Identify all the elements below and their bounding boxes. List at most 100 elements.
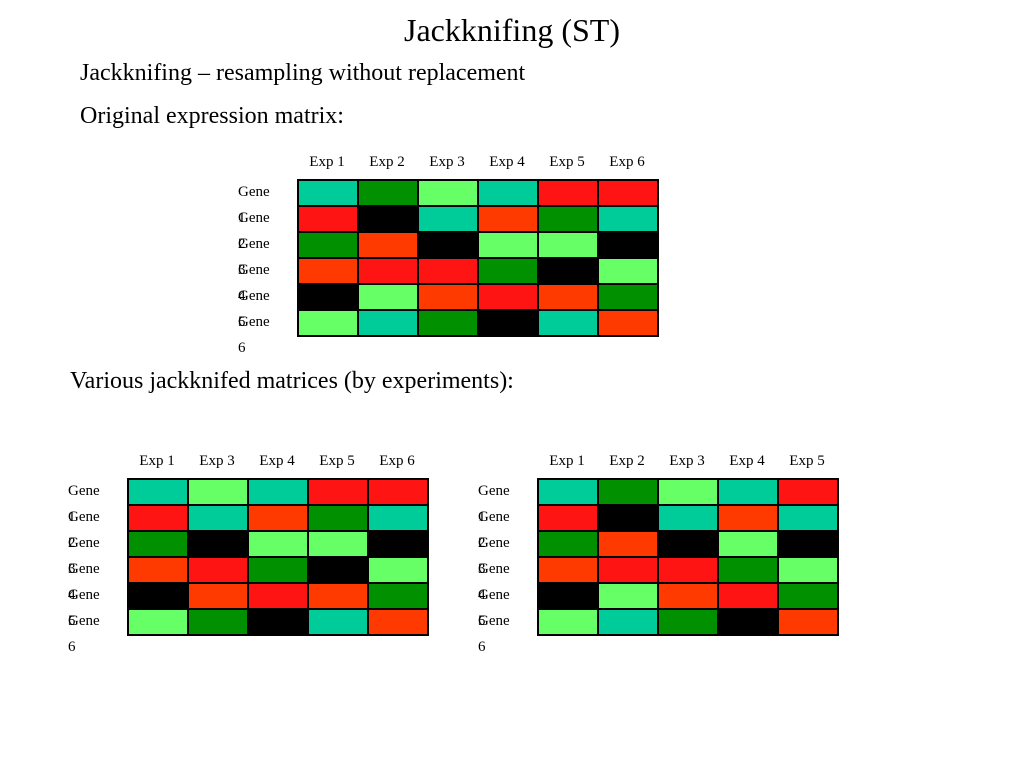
heatmap-cell <box>598 284 658 310</box>
heatmap-cell <box>418 180 478 206</box>
heatmap-cell <box>598 310 658 336</box>
heatmap-grid <box>127 478 429 636</box>
heatmap-cell <box>308 583 368 609</box>
column-header: Exp 5 <box>789 453 825 469</box>
heatmap-grid <box>297 179 659 337</box>
row-header: Gene 3 <box>68 535 100 577</box>
heatmap-cell <box>308 609 368 635</box>
heatmap-cell <box>248 583 308 609</box>
row-header: Gene 4 <box>478 561 510 603</box>
heatmap-cell <box>598 505 658 531</box>
heatmap-cell <box>778 609 838 635</box>
row-header: Gene 2 <box>478 509 510 551</box>
heatmap-cell <box>128 557 188 583</box>
column-header: Exp 6 <box>609 154 645 170</box>
heatmap-cell <box>658 583 718 609</box>
heatmap-cell <box>538 557 598 583</box>
heatmap-cell <box>128 479 188 505</box>
heatmap-cell <box>718 609 778 635</box>
row-header: Gene 5 <box>68 587 100 629</box>
heatmap-cell <box>538 232 598 258</box>
column-header: Exp 4 <box>729 453 765 469</box>
column-header: Exp 3 <box>429 154 465 170</box>
heatmap-cell <box>718 505 778 531</box>
heatmap-cell <box>538 310 598 336</box>
column-header: Exp 3 <box>199 453 235 469</box>
column-header: Exp 1 <box>549 453 585 469</box>
subtitle-resampling: Jackknifing – resampling without replace… <box>80 60 526 86</box>
column-header: Exp 6 <box>379 453 415 469</box>
heatmap-cell <box>598 609 658 635</box>
heatmap-cell <box>598 479 658 505</box>
heatmap-cell <box>298 284 358 310</box>
heatmap-cell <box>538 583 598 609</box>
label-jackknifed-matrices: Various jackknifed matrices (by experime… <box>70 368 514 394</box>
heatmap-cell <box>778 583 838 609</box>
heatmap-cell <box>298 310 358 336</box>
heatmap-cell <box>778 557 838 583</box>
heatmap-cell <box>298 180 358 206</box>
heatmap-cell <box>188 531 248 557</box>
heatmap-cell <box>598 557 658 583</box>
heatmap-cell <box>298 232 358 258</box>
column-header: Exp 4 <box>489 154 525 170</box>
heatmap-cell <box>128 531 188 557</box>
heatmap-cell <box>418 206 478 232</box>
row-header: Gene 4 <box>238 262 270 304</box>
heatmap-cell <box>658 609 718 635</box>
heatmap-cell <box>538 284 598 310</box>
heatmap-cell <box>778 479 838 505</box>
row-header: Gene 1 <box>478 483 510 525</box>
heatmap-cell <box>368 531 428 557</box>
row-header: Gene 6 <box>478 613 510 655</box>
heatmap-cell <box>538 479 598 505</box>
heatmap-cell <box>418 310 478 336</box>
heatmap-cell <box>128 583 188 609</box>
heatmap-cell <box>598 258 658 284</box>
heatmap-cell <box>718 479 778 505</box>
heatmap-cell <box>538 258 598 284</box>
column-header: Exp 4 <box>259 453 295 469</box>
heatmap-cell <box>418 258 478 284</box>
row-header: Gene 3 <box>238 236 270 278</box>
column-header: Exp 5 <box>549 154 585 170</box>
heatmap-cell <box>188 557 248 583</box>
heatmap-grid <box>537 478 839 636</box>
row-header: Gene 4 <box>68 561 100 603</box>
heatmap-cell <box>188 505 248 531</box>
heatmap-cell <box>778 531 838 557</box>
heatmap-cell <box>598 180 658 206</box>
row-header: Gene 6 <box>238 314 270 356</box>
heatmap-cell <box>358 232 418 258</box>
row-header: Gene 5 <box>478 587 510 629</box>
heatmap-cell <box>658 505 718 531</box>
heatmap-cell <box>188 479 248 505</box>
row-header: Gene 1 <box>68 483 100 525</box>
column-header: Exp 2 <box>369 154 405 170</box>
heatmap-cell <box>308 479 368 505</box>
heatmap-cell <box>538 206 598 232</box>
heatmap-cell <box>308 557 368 583</box>
heatmap-cell <box>368 609 428 635</box>
heatmap-cell <box>478 310 538 336</box>
heatmap-cell <box>358 284 418 310</box>
heatmap-cell <box>298 206 358 232</box>
heatmap-cell <box>368 505 428 531</box>
heatmap-cell <box>598 232 658 258</box>
heatmap-cell <box>368 583 428 609</box>
heatmap-cell <box>128 609 188 635</box>
heatmap-cell <box>188 583 248 609</box>
heatmap-cell <box>248 557 308 583</box>
heatmap-cell <box>778 505 838 531</box>
heatmap-cell <box>248 609 308 635</box>
row-header: Gene 5 <box>238 288 270 330</box>
row-header: Gene 6 <box>68 613 100 655</box>
heatmap-cell <box>718 557 778 583</box>
column-header: Exp 1 <box>139 453 175 469</box>
heatmap-cell <box>308 531 368 557</box>
heatmap-cell <box>478 180 538 206</box>
heatmap-cell <box>358 180 418 206</box>
heatmap-cell <box>598 583 658 609</box>
heatmap-cell <box>478 258 538 284</box>
heatmap-cell <box>418 284 478 310</box>
